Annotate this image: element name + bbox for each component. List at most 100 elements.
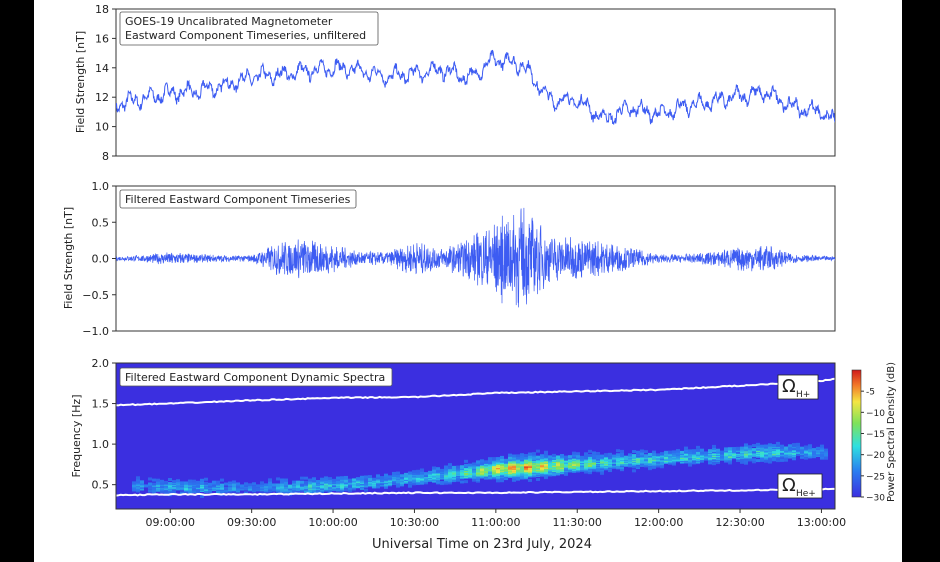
spectrogram-cell	[268, 486, 272, 490]
spectrogram-cell	[500, 479, 504, 483]
spectrogram-cell	[212, 480, 216, 484]
spectrogram-cell	[212, 483, 216, 487]
spectrogram-cell	[144, 484, 148, 488]
spectrogram-cell	[620, 451, 624, 455]
spectrogram-cell	[224, 489, 228, 493]
h-plus-gyrofrequency-line	[116, 377, 835, 407]
spectrogram-cell	[508, 456, 512, 460]
spectrogram-cell	[648, 452, 652, 456]
spectrogram-cell	[552, 455, 556, 459]
spectrogram-cell	[768, 458, 772, 462]
spectrogram-cell	[352, 478, 356, 482]
spectrogram-cell	[416, 471, 420, 475]
spectrogram-cell	[200, 480, 204, 484]
spectrogram-cell	[160, 481, 164, 485]
spectrogram-cell	[780, 458, 784, 462]
spectrogram-cell	[308, 478, 312, 482]
spectrogram-cell	[440, 481, 444, 485]
y-tick-label: −0.5	[82, 289, 109, 302]
spectrogram-cell	[584, 452, 588, 456]
spectrogram-cell	[352, 487, 356, 491]
spectrogram-cell	[516, 454, 520, 458]
x-tick-label: 09:00:00	[146, 516, 195, 529]
spectrogram-cell	[188, 490, 192, 494]
title-box: Filtered Eastward Component Dynamic Spec…	[119, 367, 393, 387]
spectrogram-cell	[184, 481, 188, 485]
spectrogram-cell	[332, 478, 336, 482]
spectrogram-cell	[192, 479, 196, 483]
spectrogram-cell	[328, 489, 332, 493]
spectrogram-cell	[160, 479, 164, 483]
spectrogram-cell	[800, 455, 804, 459]
colorbar-ticks: -5 −10 −15 −20 −25 −30	[861, 388, 885, 504]
spectrogram-cell	[340, 489, 344, 493]
spectrogram-cell	[440, 468, 444, 472]
spectrogram-cell	[624, 455, 628, 459]
spectrogram-cell	[436, 480, 440, 484]
colorbar-tick-label: −15	[866, 430, 885, 440]
spectrogram-cell	[596, 451, 600, 455]
spectrogram-cell	[132, 488, 136, 492]
spectrogram-cell	[364, 479, 368, 483]
spectrogram-cell	[220, 489, 224, 493]
spectrogram-cell	[604, 453, 608, 457]
spectrogram-cell	[252, 489, 256, 493]
y-tick-label: 10	[95, 121, 109, 134]
spectrogram-cell	[720, 457, 724, 461]
spectrogram-cell	[252, 485, 256, 489]
spectrogram-cell	[660, 452, 664, 456]
spectrogram-cell	[180, 481, 184, 485]
spectrogram-cell	[444, 469, 448, 473]
spectrogram-cell	[248, 483, 252, 487]
spectrogram-cell	[456, 478, 460, 482]
spectrogram-cell	[444, 465, 448, 469]
spectrogram-cell	[204, 477, 208, 481]
spectrogram-cell	[728, 447, 732, 451]
spectrogram-cell	[244, 482, 248, 486]
chart-title: Filtered Eastward Component Timeseries	[125, 193, 351, 206]
spectrogram-cell	[508, 453, 512, 457]
spectrogram-cell	[784, 458, 788, 462]
spectrogram-cell	[312, 477, 316, 481]
spectrogram-cell	[712, 444, 716, 448]
spectrogram-cell	[820, 446, 824, 450]
spectrogram-cell	[808, 446, 812, 450]
x-axis-ticks: 09:00:00 09:30:00 10:00:00 10:30:00 11:00:00…	[146, 509, 846, 529]
spectrogram-cell	[456, 467, 460, 471]
spectrogram-cell	[588, 469, 592, 473]
spectrogram-cell	[152, 491, 156, 495]
spectrogram-cell	[136, 478, 140, 482]
spectrogram-cell	[644, 454, 648, 458]
panel-dynamic-spectra: 0.5 1.0 1.5 2.0 09:00:00 09:30:00 10:00:00 10:…	[70, 357, 897, 552]
spectrogram-cell	[224, 482, 228, 486]
spectrogram-cell	[524, 456, 528, 460]
spectrogram-cell	[680, 450, 684, 454]
spectrogram-cell	[168, 478, 172, 482]
spectrogram-cell	[148, 482, 152, 486]
spectrogram-cell	[552, 472, 556, 476]
spectrogram-cell	[736, 450, 740, 454]
spectrogram-cell	[196, 489, 200, 493]
spectrogram-cell	[304, 480, 308, 484]
spectrogram-cell	[316, 483, 320, 487]
panel-unfiltered-timeseries: 8 10 12 14 16 18 Field Strength [nT] GOES-19 …	[74, 3, 836, 163]
spectrogram-cell	[564, 457, 568, 461]
spectrogram-cell	[812, 452, 816, 456]
colorbar-tick-label: -5	[866, 388, 875, 398]
chart-title: Eastward Component Timeseries, unfiltere…	[125, 29, 366, 42]
spectrogram-cell	[280, 478, 284, 482]
spectrogram-cell	[500, 455, 504, 459]
spectrogram-cell	[412, 472, 416, 476]
spectrogram-cell	[348, 478, 352, 482]
spectrogram-cell	[612, 465, 616, 469]
spectrogram-cell	[136, 480, 140, 484]
spectrogram-cell	[164, 480, 168, 484]
spectrogram-cell	[176, 484, 180, 488]
h-plus-annotation: Ω H+	[777, 374, 819, 400]
spectrogram-cell	[708, 461, 712, 465]
spectrogram-cell	[476, 460, 480, 464]
spectrogram-cell	[616, 453, 620, 457]
spectrogram-cell	[532, 452, 536, 456]
spectrogram-cell	[448, 468, 452, 472]
spectrogram-cell	[676, 453, 680, 457]
